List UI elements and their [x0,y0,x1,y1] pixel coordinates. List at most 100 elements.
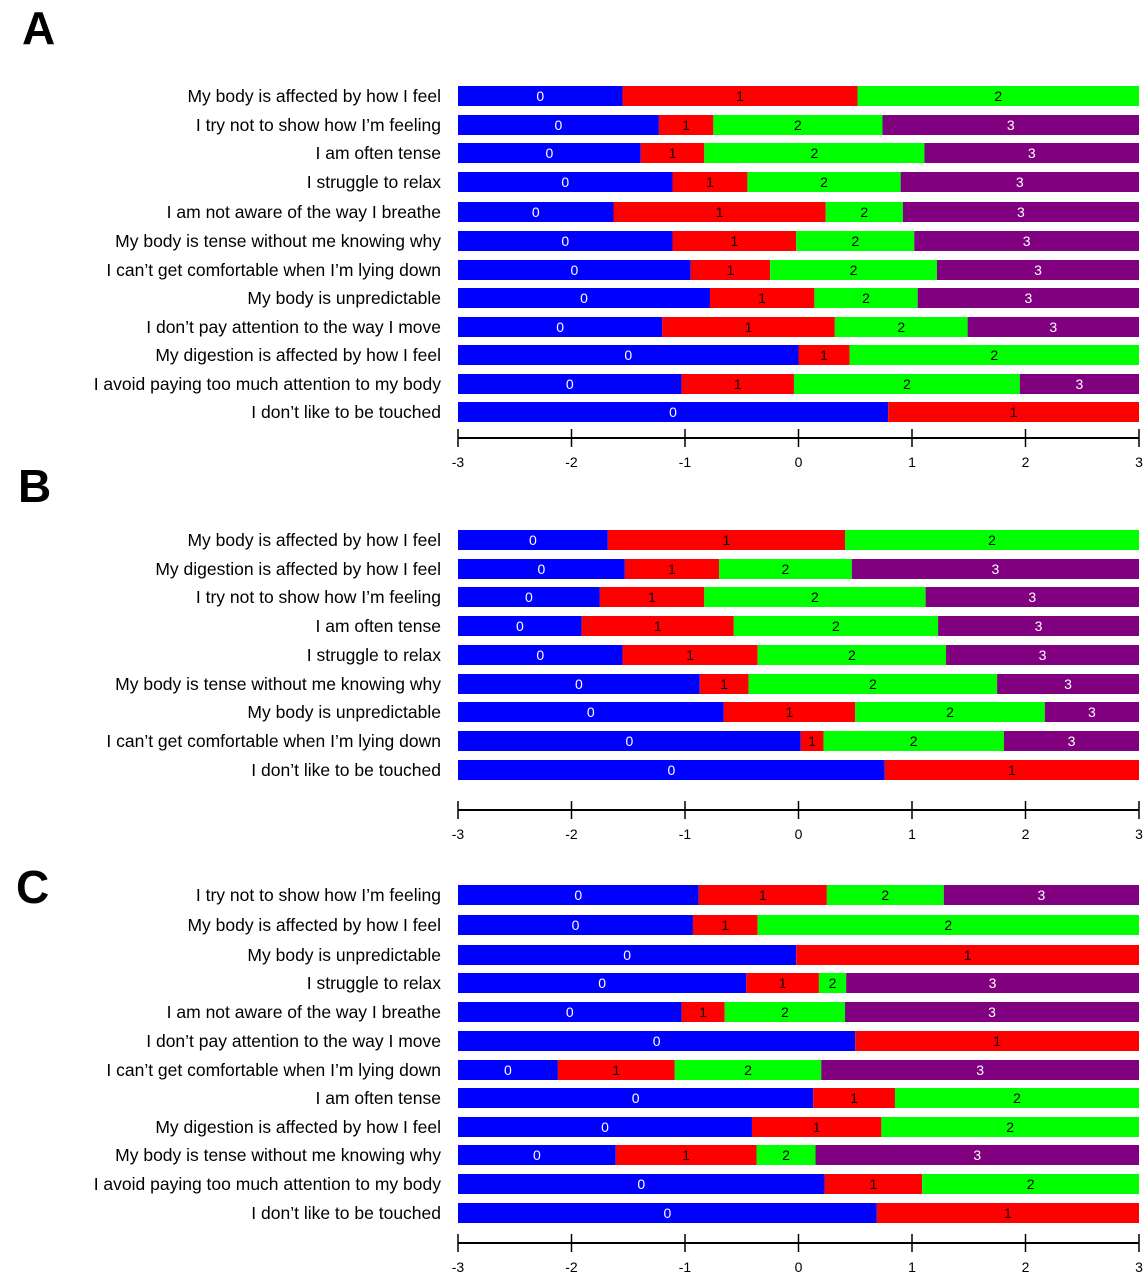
bar-segment-0 [458,1203,877,1223]
bar-segment-0 [458,559,625,579]
tick-label: -2 [565,1259,578,1275]
bar-segment-2 [674,1060,822,1080]
tick-label: -3 [452,454,465,470]
bar-segment-1 [746,973,819,993]
segment-label: 1 [745,319,753,335]
bar-segment-3 [821,1060,1139,1080]
bar-segment-1 [824,1174,923,1194]
tick-label: -3 [452,826,465,842]
segment-label: 1 [699,1004,707,1020]
bar-segment-0 [458,202,614,222]
bar-segment-0 [458,402,889,422]
bar-segment-3 [943,885,1139,905]
segment-label: 0 [669,404,677,420]
bar-segment-3 [925,587,1139,607]
bar-segment-0 [458,915,693,935]
segment-label: 2 [782,1147,790,1163]
segment-label: 1 [758,290,766,306]
segment-label: 2 [1027,1176,1035,1192]
segment-label: 1 [759,887,767,903]
segment-label: 0 [632,1090,640,1106]
bar-row: I don’t pay attention to the way I move 0… [146,1031,1139,1051]
segment-label: 1 [716,204,724,220]
bar-segment-0 [458,288,710,308]
segment-label: 2 [794,117,802,133]
segment-label: 0 [532,204,540,220]
segment-label: 1 [727,262,735,278]
bar-segment-1 [855,1031,1139,1051]
bar-segment-2 [713,115,883,135]
bar-row: I don’t like to be touched 0 1 [251,402,1139,422]
segment-label: 0 [529,532,537,548]
segment-label: 1 [730,233,738,249]
bar-row: I am often tense 0 1 2 3 [316,143,1139,163]
segment-label: 3 [1023,233,1031,249]
segment-label: 2 [994,88,1002,104]
row-label: I am not aware of the way I breathe [167,1002,441,1022]
row-label: I avoid paying too much attention to my … [94,374,442,394]
bar-segment-1 [607,530,846,550]
segment-label: 3 [1028,145,1036,161]
bar-segment-1 [615,1145,757,1165]
bar-segment-2 [756,1145,816,1165]
bar-segment-3 [938,616,1139,636]
row-label: I don’t pay attention to the way I move [146,1031,441,1051]
row-label: My body is affected by how I feel [187,86,441,106]
segment-label: 0 [580,290,588,306]
bar-segment-3 [924,143,1139,163]
segment-label: 2 [851,233,859,249]
bar-segment-0 [458,86,623,106]
segment-label: 2 [781,1004,789,1020]
bar-segment-3 [997,674,1139,694]
segment-label: 3 [1039,647,1047,663]
row-label: I can’t get comfortable when I’m lying d… [106,731,441,751]
bar-segment-1 [796,945,1139,965]
bar-segment-1 [813,1088,895,1108]
segment-label: 3 [1064,676,1072,692]
bar-segment-2 [724,1002,846,1022]
segment-label: 2 [903,376,911,392]
bar-segment-1 [698,885,827,905]
segment-label: 0 [533,1147,541,1163]
segment-label: 1 [964,947,972,963]
bar-row: I can’t get comfortable when I’m lying d… [106,260,1139,280]
bar-segment-1 [658,115,714,135]
segment-label: 3 [1007,117,1015,133]
segment-label: 3 [1035,618,1043,634]
tick-label: 1 [908,826,916,842]
bar-segment-1 [622,645,758,665]
bar-segment-1 [557,1060,675,1080]
bar-segment-0 [458,885,699,905]
bar-segment-0 [458,345,799,365]
bar-segment-2 [719,559,852,579]
segment-label: 2 [990,347,998,363]
bar-row: My body is affected by how I feel 0 1 2 [187,915,1139,935]
row-label: I don’t like to be touched [251,760,441,780]
segment-label: 2 [744,1062,752,1078]
segment-label: 0 [653,1033,661,1049]
bar-row: I can’t get comfortable when I’m lying d… [106,1060,1139,1080]
bar-segment-0 [458,674,700,694]
bar-segment-1 [876,1203,1139,1223]
bar-segment-1 [690,260,771,280]
bar-row: I am not aware of the way I breathe 0 1 2 3 [167,1002,1139,1022]
segment-label: 1 [612,1062,620,1078]
row-label: I don’t pay attention to the way I move [146,317,441,337]
row-label: My digestion is affected by how I feel [155,1117,441,1137]
tick-label: 0 [795,1259,803,1275]
segment-label: 2 [944,917,952,933]
row-label: My body is tense without me knowing why [115,674,441,694]
segment-label: 0 [572,917,580,933]
tick-label: 0 [795,454,803,470]
bar-segment-2 [814,288,918,308]
bar-segment-0 [458,1002,682,1022]
segment-label: 1 [820,347,828,363]
segment-label: 0 [625,733,633,749]
bar-segment-2 [825,202,903,222]
segment-label: 0 [598,975,606,991]
bar-segment-1 [709,288,815,308]
segment-label: 3 [1088,704,1096,720]
bar-row: I try not to show how I’m feeling 0 1 2 3 [196,885,1139,905]
tick-label: 3 [1135,826,1143,842]
bar-segment-0 [458,587,600,607]
